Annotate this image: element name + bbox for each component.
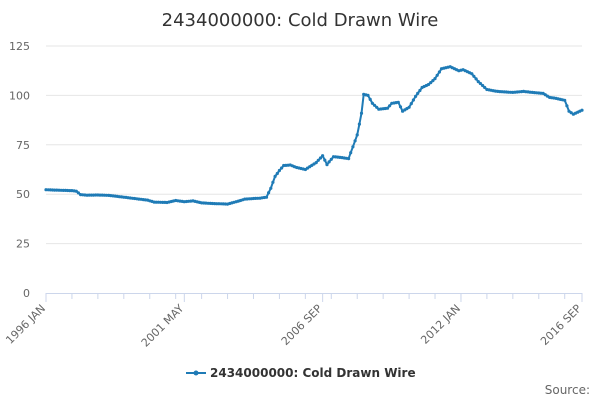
data-point[interactable]: [327, 160, 331, 164]
data-point[interactable]: [398, 105, 403, 109]
data-point[interactable]: [372, 103, 377, 107]
data-point[interactable]: [355, 133, 359, 137]
data-point[interactable]: [388, 104, 392, 108]
data-point[interactable]: [318, 156, 323, 160]
data-point[interactable]: [347, 157, 351, 161]
data-point[interactable]: [264, 195, 269, 199]
y-tick-label: 25: [16, 238, 30, 251]
y-tick-label: 50: [16, 188, 30, 201]
data-point[interactable]: [563, 98, 567, 102]
data-point[interactable]: [474, 77, 478, 81]
data-point[interactable]: [215, 202, 219, 206]
y-tick-label: 125: [9, 40, 30, 53]
source-credit[interactable]: Source:: [545, 383, 590, 397]
x-tick-label: 2001 MAY: [139, 302, 187, 350]
data-point[interactable]: [433, 77, 437, 81]
data-point[interactable]: [329, 157, 333, 161]
data-point[interactable]: [435, 73, 439, 77]
data-point[interactable]: [269, 186, 273, 190]
data-point[interactable]: [414, 94, 418, 98]
data-point[interactable]: [437, 70, 441, 74]
data-point[interactable]: [359, 111, 364, 115]
data-point[interactable]: [478, 81, 482, 86]
data-point[interactable]: [267, 191, 271, 195]
data-point[interactable]: [426, 82, 431, 87]
data-point[interactable]: [53, 188, 57, 192]
data-point[interactable]: [429, 81, 433, 85]
x-tick-label: 2012 JAN: [418, 302, 463, 347]
data-point[interactable]: [277, 168, 281, 173]
data-point[interactable]: [351, 145, 355, 149]
data-point[interactable]: [61, 188, 65, 192]
data-point[interactable]: [375, 105, 379, 109]
data-point[interactable]: [396, 100, 400, 104]
data-point[interactable]: [353, 139, 357, 143]
x-tick-label: 2016 SEP: [538, 302, 584, 348]
data-point[interactable]: [87, 193, 91, 197]
data-point[interactable]: [418, 88, 422, 93]
data-point[interactable]: [476, 80, 480, 84]
data-point[interactable]: [325, 163, 329, 167]
x-tick-label: 2006 SEP: [279, 302, 325, 348]
data-point[interactable]: [357, 122, 361, 126]
series-line[interactable]: [45, 65, 583, 206]
data-point[interactable]: [323, 158, 327, 162]
data-point[interactable]: [407, 105, 411, 109]
data-point[interactable]: [76, 191, 80, 195]
data-point[interactable]: [565, 104, 569, 108]
y-tick-label: 100: [9, 89, 30, 102]
data-point[interactable]: [580, 108, 584, 112]
data-point[interactable]: [316, 158, 320, 162]
data-point[interactable]: [271, 180, 275, 184]
data-point[interactable]: [273, 174, 277, 178]
chart-title: 2434000000: Cold Drawn Wire: [162, 10, 439, 31]
data-point[interactable]: [275, 171, 279, 176]
data-point[interactable]: [98, 193, 102, 197]
data-point[interactable]: [370, 101, 374, 105]
data-point[interactable]: [321, 154, 325, 158]
data-point[interactable]: [349, 151, 353, 155]
legend-marker-symbol: [193, 370, 199, 376]
data-point[interactable]: [481, 83, 485, 88]
y-tick-label: 75: [16, 139, 30, 152]
data-point[interactable]: [385, 106, 390, 110]
data-point[interactable]: [470, 72, 474, 76]
data-point[interactable]: [472, 74, 476, 78]
data-point[interactable]: [431, 79, 435, 83]
data-point[interactable]: [94, 193, 98, 197]
data-point[interactable]: [314, 161, 318, 165]
data-point[interactable]: [483, 85, 487, 90]
data-point[interactable]: [411, 98, 415, 102]
data-point[interactable]: [366, 93, 370, 97]
grid-lines: [46, 45, 582, 245]
series-layer: [44, 65, 584, 206]
legend-item-label[interactable]: 2434000000: Cold Drawn Wire: [210, 366, 416, 380]
data-point[interactable]: [154, 200, 158, 204]
data-point[interactable]: [161, 200, 165, 204]
data-point[interactable]: [409, 102, 413, 106]
data-point[interactable]: [280, 166, 284, 170]
x-tick-label: 1996 JAN: [3, 302, 48, 347]
legend[interactable]: 2434000000: Cold Drawn Wire: [186, 366, 416, 380]
data-point[interactable]: [368, 97, 372, 101]
y-tick-label: 0: [23, 287, 30, 300]
data-point[interactable]: [416, 91, 420, 95]
